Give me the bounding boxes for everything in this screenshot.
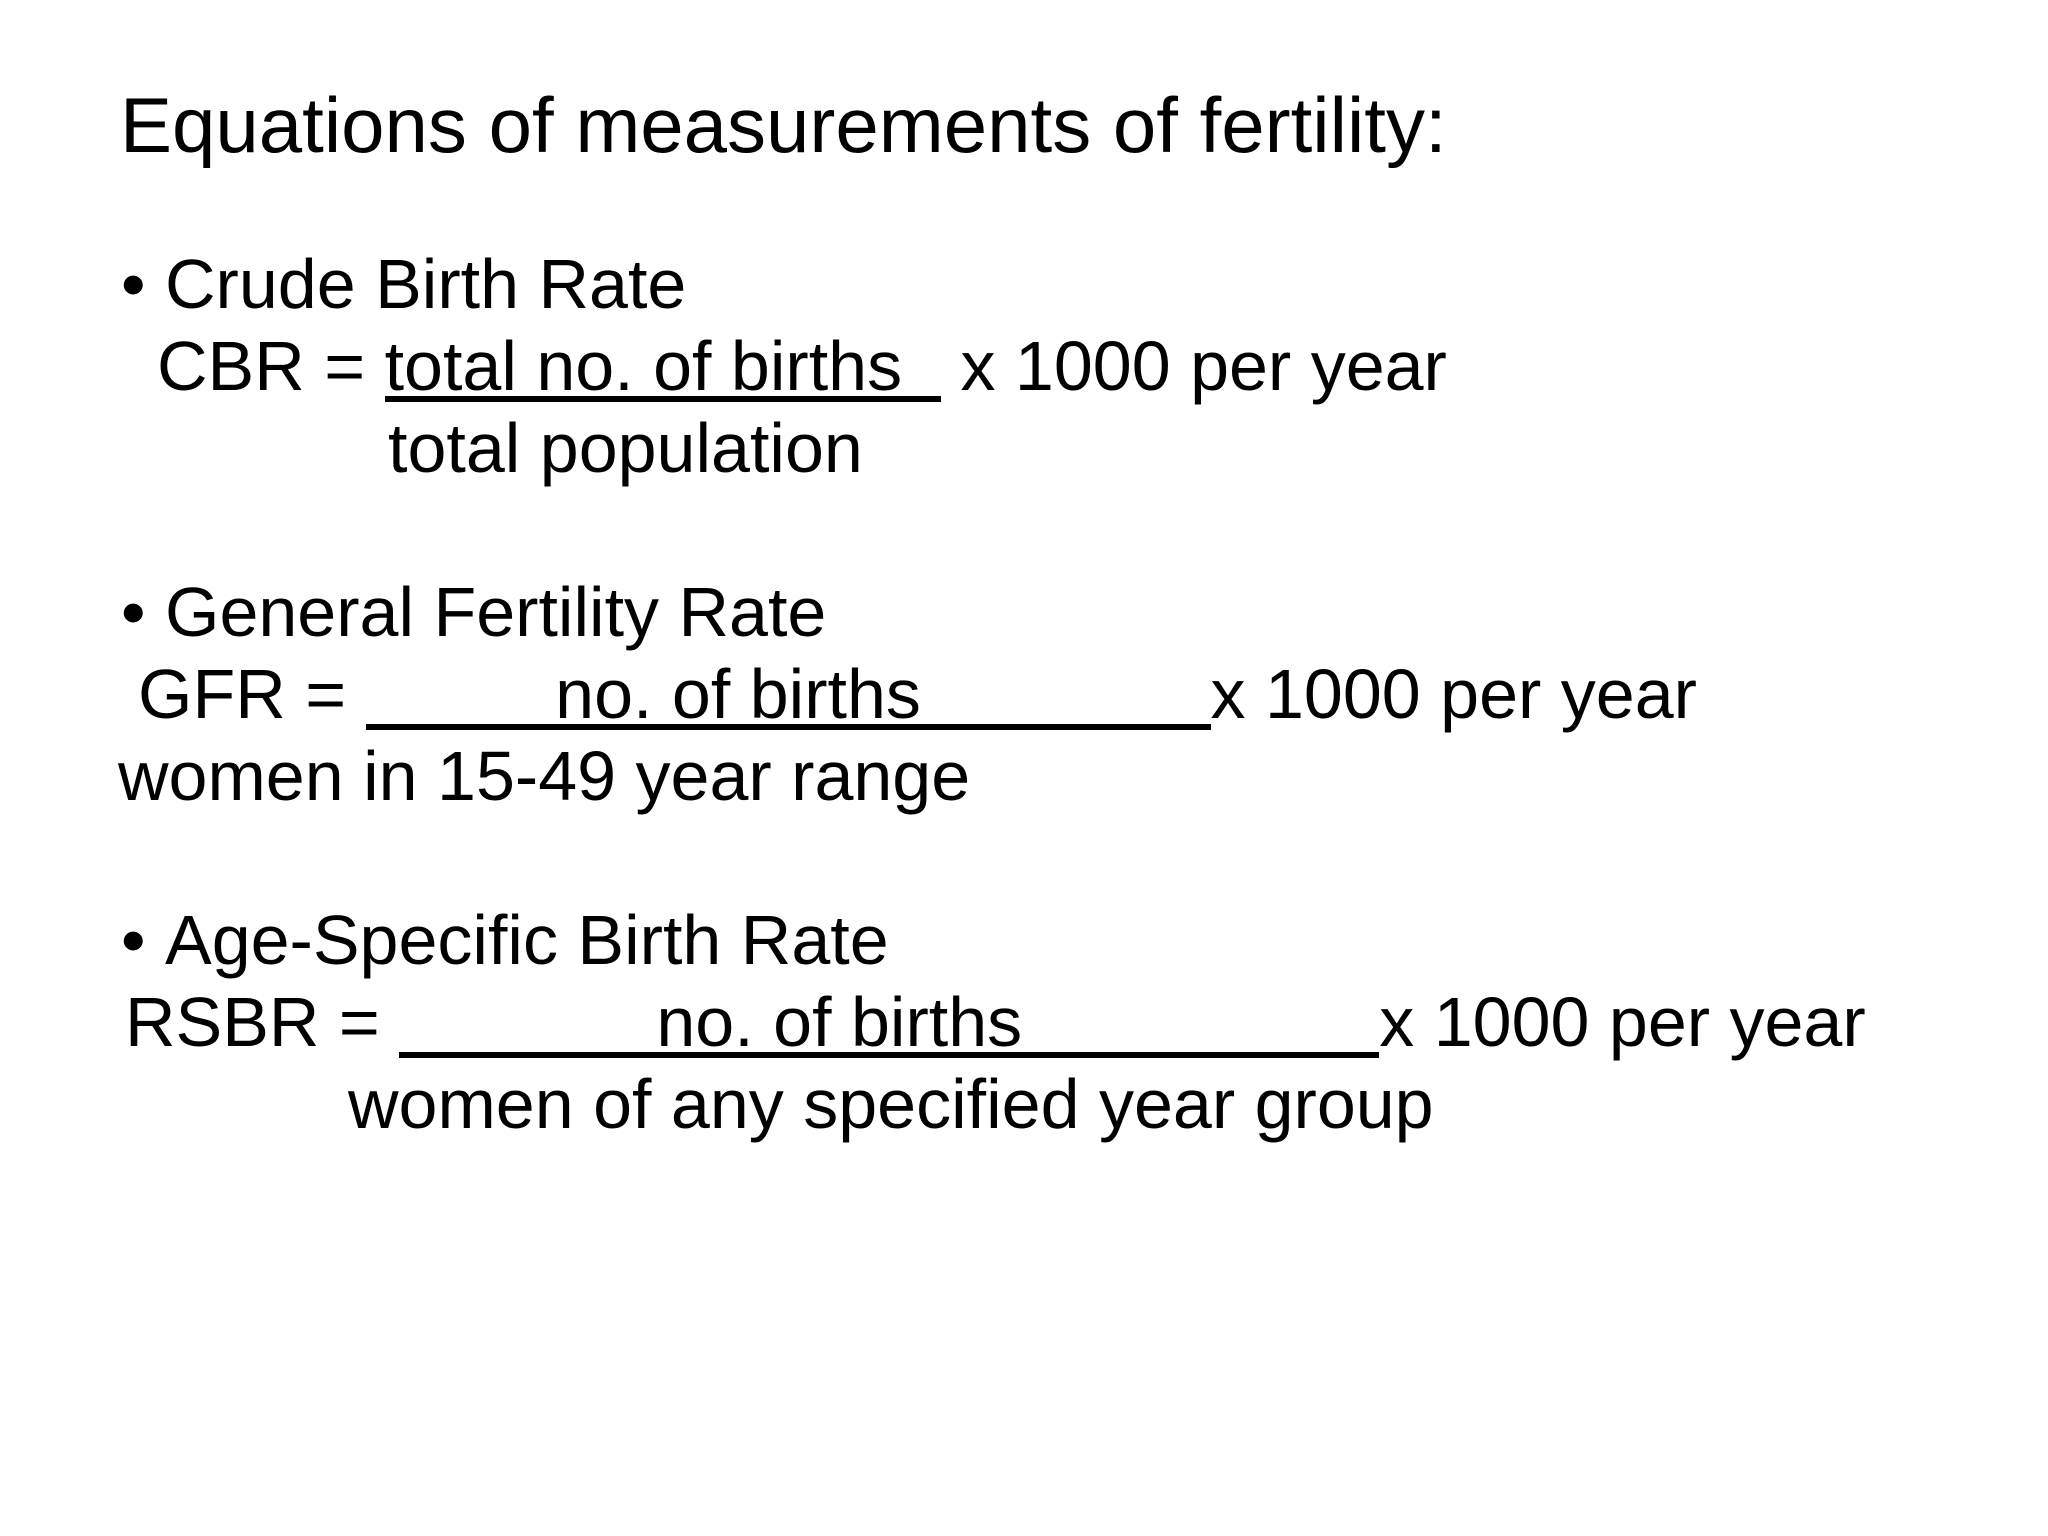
cbr-equation-numerator: total no. of births <box>384 327 941 405</box>
gfr-equation-lhs: GFR = <box>138 655 366 733</box>
blank-line <box>118 817 1866 899</box>
gfr-equation-denominator: women in 15-49 year range <box>118 737 971 815</box>
cbr-equation-denominator: total population <box>388 409 863 487</box>
blank-line <box>118 489 1866 571</box>
bullet-icon: • <box>121 901 146 979</box>
bullet-item-label: General Fertility Rate <box>165 573 827 651</box>
page-title: Equations of measurements of fertility: <box>120 81 1447 169</box>
rsbr-equation-denominator: women of any specified year group <box>348 1065 1434 1143</box>
bullet-item-crude-birth-rate: • Crude Birth Rate <box>121 243 1866 325</box>
rsbr-equation-rhs: x 1000 per year <box>1379 983 1866 1061</box>
cbr-equation-lhs: CBR = <box>157 327 385 405</box>
cbr-equation-rhs: x 1000 per year <box>941 327 1447 405</box>
rsbr-equation-line: RSBR = no. of births x 1000 per year <box>125 981 1866 1063</box>
rsbr-equation-numerator: no. of births <box>399 987 1380 1058</box>
cbr-equation-line: CBR = total no. of births x 1000 per yea… <box>157 325 1866 407</box>
rsbr-equation-lhs: RSBR = <box>125 983 400 1061</box>
gfr-equation-numerator: no. of births <box>365 659 1211 730</box>
bullet-item-age-specific-birth-rate: • Age-Specific Birth Rate <box>121 899 1866 981</box>
bullet-item-label: Crude Birth Rate <box>165 245 687 323</box>
slide-body: • Crude Birth Rate CBR = total no. of bir… <box>118 243 1866 1145</box>
gfr-equation-rhs: x 1000 per year <box>1210 655 1697 733</box>
bullet-item-general-fertility-rate: • General Fertility Rate <box>121 571 1866 653</box>
bullet-item-label: Age-Specific Birth Rate <box>165 901 889 979</box>
bullet-icon: • <box>121 573 146 651</box>
bullet-icon: • <box>121 245 146 323</box>
gfr-equation-line: GFR = no. of births x 1000 per year <box>138 653 1866 735</box>
